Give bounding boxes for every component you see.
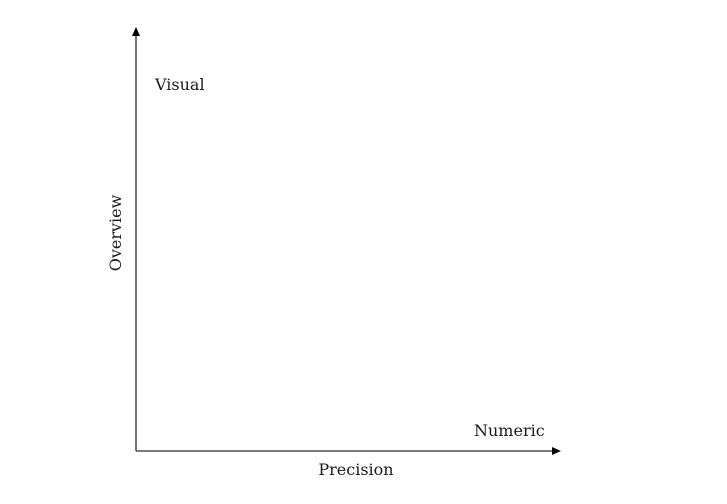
y-axis-label: Overview [106, 194, 125, 271]
bottom-right-label: Numeric [474, 421, 545, 440]
y-axis-arrowhead-icon [132, 27, 140, 36]
top-left-label: Visual [154, 75, 205, 94]
x-axis-arrowhead-icon [552, 447, 561, 455]
x-axis-label: Precision [318, 460, 393, 479]
